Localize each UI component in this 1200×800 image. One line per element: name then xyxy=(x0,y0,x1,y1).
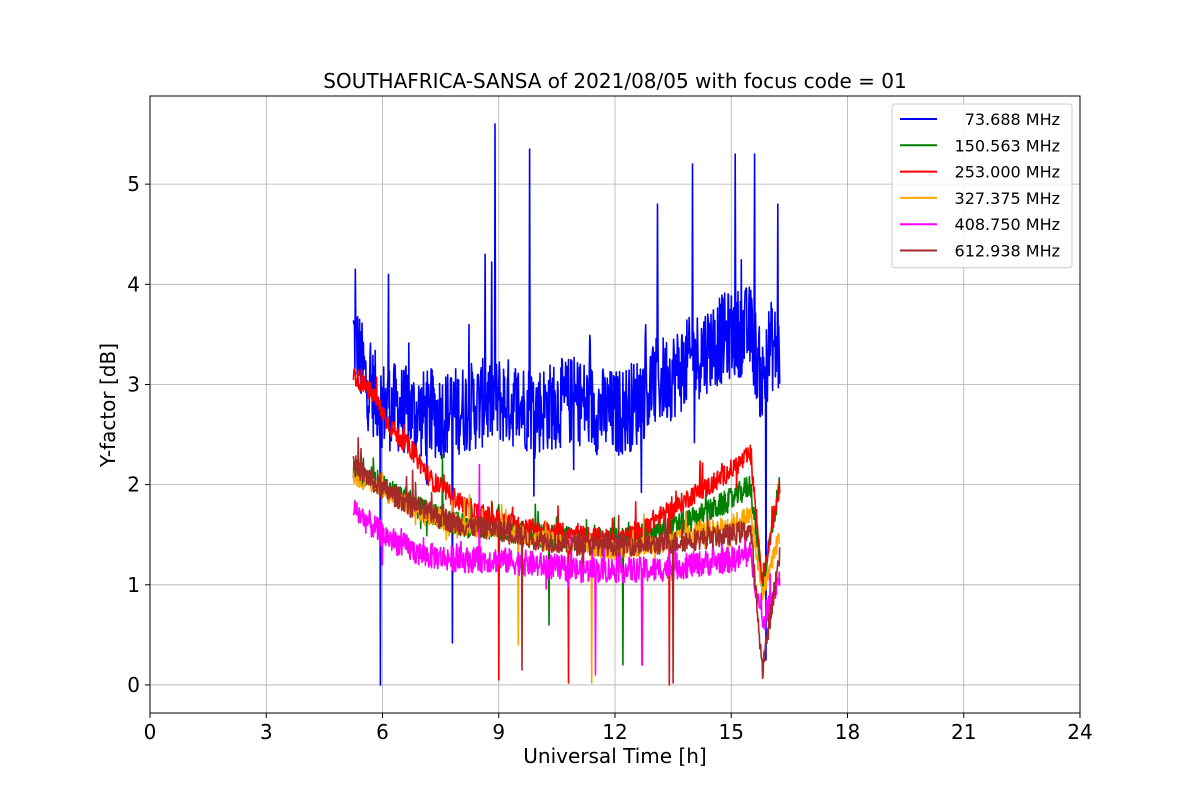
legend: 73.688 MHz 150.563 MHz 253.000 MHz 327.375 … xyxy=(891,103,1073,269)
series-line xyxy=(352,123,781,686)
y-tick-label: 1 xyxy=(127,573,140,597)
series-layer xyxy=(352,123,781,686)
chart-title: SOUTHAFRICA-SANSA of 2021/08/05 with foc… xyxy=(323,69,907,93)
x-tick-label: 21 xyxy=(951,720,976,744)
legend-label: 253.000 MHz xyxy=(955,163,1060,182)
series-line xyxy=(352,463,781,676)
x-tick-label: 0 xyxy=(144,720,157,744)
series-5 xyxy=(352,463,781,676)
y-axis-label: Y-factor [dB] xyxy=(96,343,120,468)
y-tick-label: 5 xyxy=(127,172,140,196)
legend-label: 612.938 MHz xyxy=(955,242,1060,261)
series-line xyxy=(352,437,781,684)
y-tick-label: 4 xyxy=(127,272,140,296)
x-tick-label: 12 xyxy=(602,720,627,744)
legend-label: 408.750 MHz xyxy=(955,215,1060,234)
series-1 xyxy=(352,123,781,686)
x-tick-label: 9 xyxy=(492,720,505,744)
series-6 xyxy=(352,437,781,684)
y-tick-label: 2 xyxy=(127,473,140,497)
x-tick-label: 18 xyxy=(835,720,860,744)
legend-label: 150.563 MHz xyxy=(955,136,1060,155)
x-tick-label: 6 xyxy=(376,720,389,744)
x-axis-label: Universal Time [h] xyxy=(523,744,706,768)
legend-label: 73.688 MHz xyxy=(965,110,1060,129)
x-tick-label: 3 xyxy=(260,720,273,744)
x-tick-label: 24 xyxy=(1067,720,1092,744)
x-tick-label: 15 xyxy=(719,720,744,744)
y-tick-label: 0 xyxy=(127,673,140,697)
y-tick-label: 3 xyxy=(127,372,140,396)
legend-label: 327.375 MHz xyxy=(955,189,1060,208)
